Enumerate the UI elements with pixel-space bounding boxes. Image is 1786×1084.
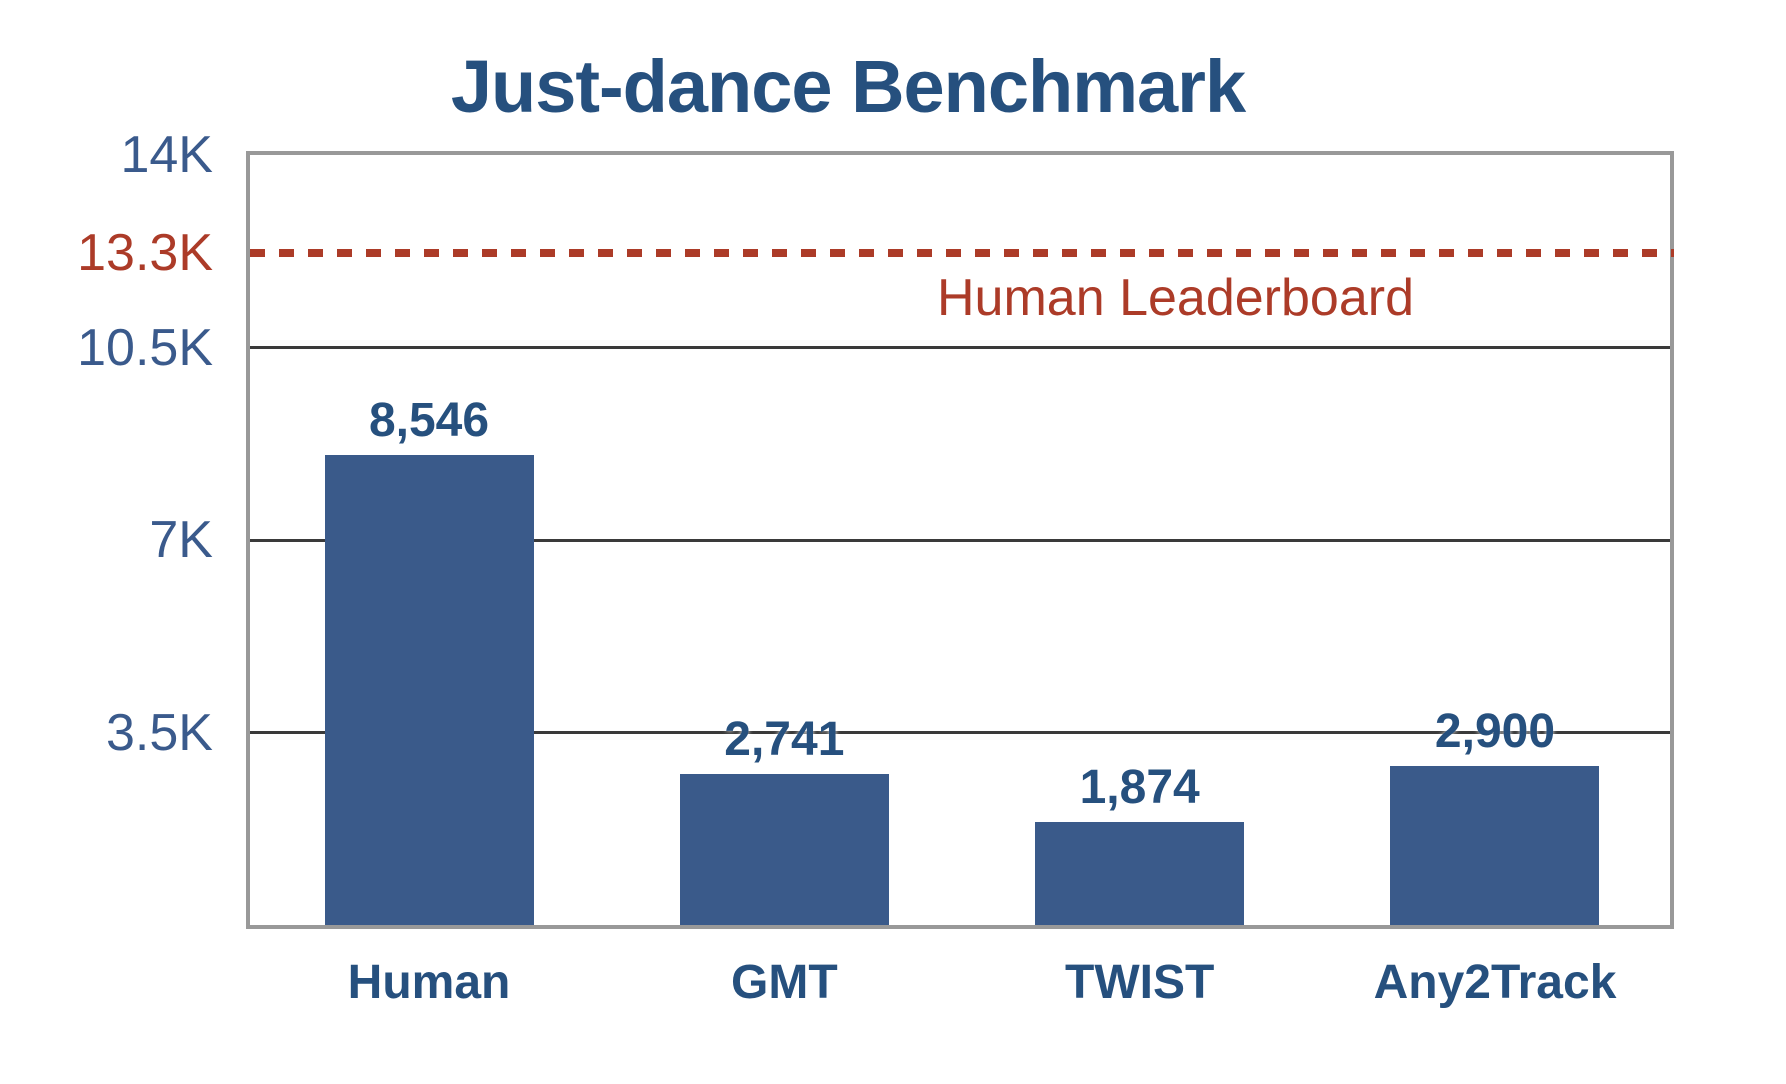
bar-GMT [679, 774, 889, 925]
value-label-TWIST: 1,874 [1079, 760, 1200, 814]
y-tick-13.3K: 13.3K [77, 224, 213, 282]
bar-TWIST [1035, 821, 1245, 925]
gridline-3.5K [250, 731, 1670, 734]
x-tick-TWIST: TWIST [1065, 956, 1215, 1009]
gridline-10.5K [250, 346, 1670, 349]
value-label-Human: 8,546 [368, 393, 490, 447]
human-leaderboard-line [250, 249, 1674, 257]
value-label-Any2Track: 2,900 [1434, 704, 1556, 758]
y-tick-3.5K: 3.5K [106, 703, 213, 762]
value-label-GMT: 2,741 [724, 713, 845, 767]
gridline-7K [250, 538, 1670, 542]
x-tick-Human: Human [347, 956, 511, 1009]
x-tick-GMT: GMT [731, 956, 838, 1009]
y-tick-7K: 7K [149, 511, 213, 569]
human-leaderboard-annotation: Human Leaderboard [937, 269, 1414, 327]
x-tick-Any2Track: Any2Track [1373, 956, 1617, 1009]
chart-title: Just-dance Benchmark [450, 45, 1246, 128]
bar-Any2Track [1390, 765, 1600, 925]
y-tick-10.5K: 10.5K [77, 318, 213, 377]
y-tick-14K: 14K [120, 126, 213, 184]
bar-Human [324, 454, 534, 925]
plot-area [246, 151, 1674, 929]
